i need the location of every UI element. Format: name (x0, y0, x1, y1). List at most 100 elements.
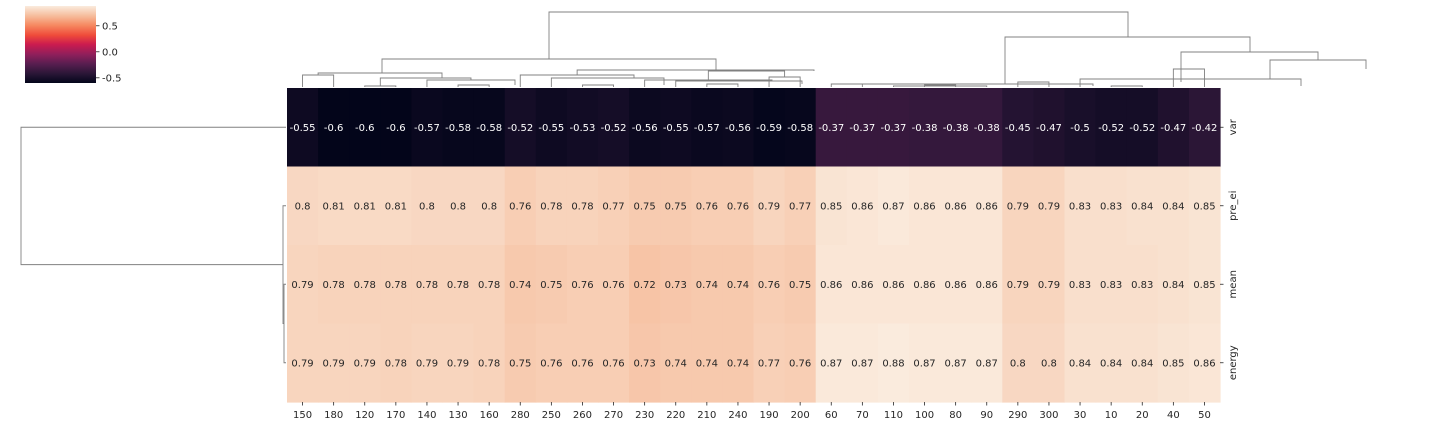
heatmap-cell (660, 245, 692, 325)
row-tick-label: mean (1228, 270, 1239, 298)
heatmap-cell (877, 245, 910, 325)
heatmap-cell (691, 323, 723, 403)
heatmap-cell (1033, 88, 1066, 168)
column-tick-label: 80 (949, 410, 962, 421)
heatmap-cell (1126, 245, 1159, 325)
heatmap-cell (1157, 323, 1190, 403)
cell-value-label: 0.87 (820, 358, 842, 369)
cell-value-label: 0.79 (1038, 280, 1060, 291)
heatmap-cell (411, 245, 444, 325)
heatmap-cell (971, 245, 1003, 325)
row-tick-label: energy (1228, 345, 1239, 380)
column-tick-label: 180 (324, 410, 343, 421)
column-tick-label: 220 (666, 410, 685, 421)
heatmap-cell (722, 245, 755, 325)
heatmap-cell (660, 166, 692, 246)
dendrogram-link (1017, 81, 1050, 87)
dendrogram-link (1180, 51, 1319, 82)
column-tick-label: 200 (791, 410, 810, 421)
cell-value-label: 0.78 (447, 280, 469, 291)
cell-value-label: -0.56 (725, 123, 751, 134)
heatmap-cell (535, 245, 568, 325)
heatmap-cell (1126, 88, 1159, 168)
heatmap-cell (629, 88, 661, 168)
column-tick-label: 240 (728, 410, 747, 421)
heatmap-cell (566, 88, 599, 168)
heatmap-cell (380, 323, 412, 403)
dendrogram-link (768, 76, 801, 87)
cell-value-label: 0.86 (851, 201, 873, 212)
dendrogram-link (1269, 59, 1367, 79)
heatmap-cell (473, 88, 506, 168)
cell-value-label: 0.81 (385, 201, 407, 212)
cell-value-label: 0.74 (727, 358, 749, 369)
heatmap-cell (411, 323, 444, 403)
cell-value-label: -0.37 (818, 123, 844, 134)
cell-value-label: 0.8 (450, 201, 466, 212)
cell-value-label: -0.56 (632, 123, 658, 134)
cell-value-label: 0.76 (727, 201, 749, 212)
cell-value-label: 0.78 (323, 280, 345, 291)
cell-value-label: 0.87 (882, 201, 904, 212)
column-tick-label: 150 (293, 410, 312, 421)
cell-value-label: -0.59 (756, 123, 782, 134)
heatmap-cell (1064, 323, 1097, 403)
heatmap-cell (318, 88, 350, 168)
heatmap-cell (971, 323, 1003, 403)
cell-value-label: -0.52 (1098, 123, 1124, 134)
heatmap-cell (411, 166, 444, 246)
cell-value-label: 0.79 (1007, 201, 1029, 212)
cell-value-label: 0.75 (634, 201, 656, 212)
cell-value-label: 0.74 (509, 280, 531, 291)
cell-value-label: 0.84 (1131, 201, 1153, 212)
heatmap-cell (909, 166, 941, 246)
heatmap-cell (1002, 88, 1034, 168)
column-tick-label: 280 (511, 410, 530, 421)
column-tick-label: 190 (760, 410, 779, 421)
cell-value-label: -0.55 (538, 123, 564, 134)
cell-value-label: -0.47 (1160, 123, 1186, 134)
heatmap-cell (815, 245, 848, 325)
cell-value-label: -0.53 (570, 123, 596, 134)
dendrogram-link (548, 11, 1129, 59)
heatmap-cell (940, 323, 972, 403)
cell-value-label: 0.86 (1193, 358, 1215, 369)
dendrogram-link (830, 83, 1055, 87)
heatmap-cell (287, 88, 319, 168)
cell-value-label: 0.76 (509, 201, 531, 212)
cell-value-label: -0.37 (849, 123, 875, 134)
cell-value-label: 0.79 (1007, 280, 1029, 291)
heatmap-cell (349, 166, 381, 246)
cell-value-label: 0.84 (1162, 280, 1184, 291)
dendrogram-link (706, 83, 739, 87)
dendrogram-link (675, 80, 803, 87)
colorbar-tick-label: 0.5 (102, 21, 118, 32)
cell-value-label: 0.87 (913, 358, 935, 369)
heatmap-cell (318, 245, 350, 325)
heatmap-cell (598, 245, 630, 325)
heatmap-cell (971, 88, 1003, 168)
heatmap-cell (1002, 245, 1034, 325)
cell-value-label: 0.76 (696, 201, 718, 212)
dendrogram-link (20, 126, 286, 266)
cell-value-label: 0.75 (540, 280, 562, 291)
cell-value-label: 0.84 (1162, 201, 1184, 212)
cell-value-label: -0.6 (386, 123, 406, 134)
cell-value-label: 0.73 (665, 280, 687, 291)
column-tick-label: 90 (980, 410, 993, 421)
dendrogram-link (550, 77, 665, 87)
cell-value-label: -0.6 (355, 123, 375, 134)
column-tick-label: 270 (604, 410, 623, 421)
cell-value-label: 0.79 (1038, 201, 1060, 212)
cell-value-label: -0.58 (476, 123, 502, 134)
heatmap-cell (1157, 166, 1190, 246)
cell-value-label: -0.55 (290, 123, 316, 134)
cell-value-label: 0.83 (1069, 280, 1091, 291)
heatmap-cell (722, 323, 755, 403)
heatmap-cell (691, 88, 723, 168)
column-tick-label: 250 (542, 410, 561, 421)
colorbar: 0.5 0.0 -0.5 (25, 6, 122, 84)
cell-value-label: 0.74 (665, 358, 687, 369)
dendrogram-link (317, 72, 443, 78)
